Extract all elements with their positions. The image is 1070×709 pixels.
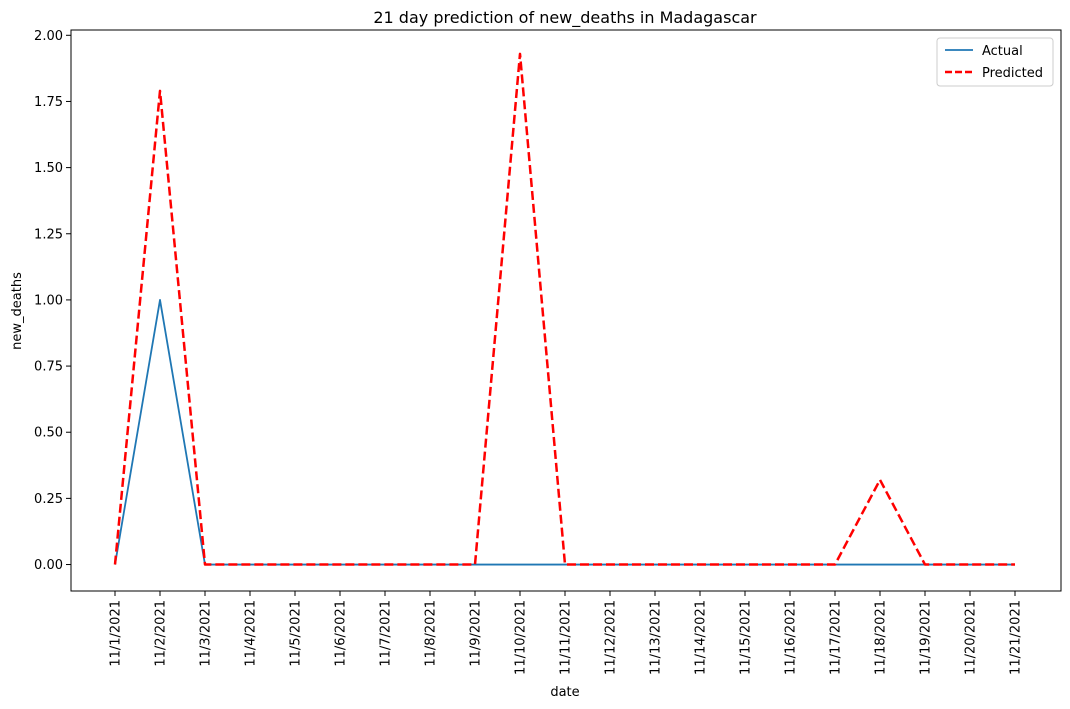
- plot-frame: [70, 29, 1062, 592]
- x-tick-label: 11/9/2021: [469, 600, 484, 667]
- x-tick-label: 11/20/2021: [964, 600, 979, 675]
- x-tick-label: 11/21/2021: [1009, 600, 1024, 675]
- x-tick-label: 11/19/2021: [919, 600, 934, 675]
- axis-ticks: 0.00 0.25 0.50 0.75 1.00 1.25 1.50 1.75 2.00 11/1…: [34, 29, 1023, 675]
- series-line-predicted: [113, 52, 1015, 566]
- x-tick-label: 11/15/2021: [739, 600, 754, 675]
- x-tick-label: 11/11/2021: [559, 600, 574, 675]
- x-tick-label: 11/16/2021: [784, 600, 799, 675]
- legend-label-actual: Actual: [982, 44, 1023, 59]
- x-tick-label: 11/6/2021: [334, 600, 349, 667]
- y-tick-label: 2.00: [34, 29, 63, 44]
- legend-label-predicted: Predicted: [982, 66, 1043, 81]
- x-tick-label: 11/13/2021: [649, 600, 664, 675]
- chart-title: 21 day prediction of new_deaths in Madag…: [373, 8, 757, 28]
- x-tick-label: 11/18/2021: [874, 600, 889, 675]
- x-tick-label: 11/4/2021: [244, 600, 259, 667]
- x-tick-label: 11/2/2021: [154, 600, 169, 667]
- series-line-actual: [114, 299, 1015, 566]
- y-tick-label: 0.25: [34, 492, 63, 507]
- y-tick-label: 1.25: [34, 227, 63, 242]
- x-tick-label: 11/1/2021: [109, 600, 124, 667]
- y-tick-label: 0.75: [34, 360, 63, 375]
- series-lines: [113, 52, 1015, 566]
- x-tick-label: 11/17/2021: [829, 600, 844, 675]
- legend: Actual Predicted: [936, 37, 1054, 87]
- x-tick-label: 11/3/2021: [199, 600, 214, 667]
- y-tick-label: 0.00: [34, 558, 63, 573]
- x-axis-title: date: [550, 685, 579, 700]
- y-tick-label: 1.50: [34, 161, 63, 176]
- y-tick-label: 1.75: [34, 95, 63, 110]
- x-tick-label: 11/14/2021: [694, 600, 709, 675]
- x-tick-label: 11/12/2021: [604, 600, 619, 675]
- x-tick-label: 11/8/2021: [424, 600, 439, 667]
- x-tick-label: 11/5/2021: [289, 600, 304, 667]
- y-tick-label: 1.00: [34, 293, 63, 308]
- x-tick-label: 11/10/2021: [514, 600, 529, 675]
- x-tick-label: 11/7/2021: [379, 600, 394, 667]
- y-axis-title: new_deaths: [10, 272, 25, 350]
- y-tick-label: 0.50: [34, 426, 63, 441]
